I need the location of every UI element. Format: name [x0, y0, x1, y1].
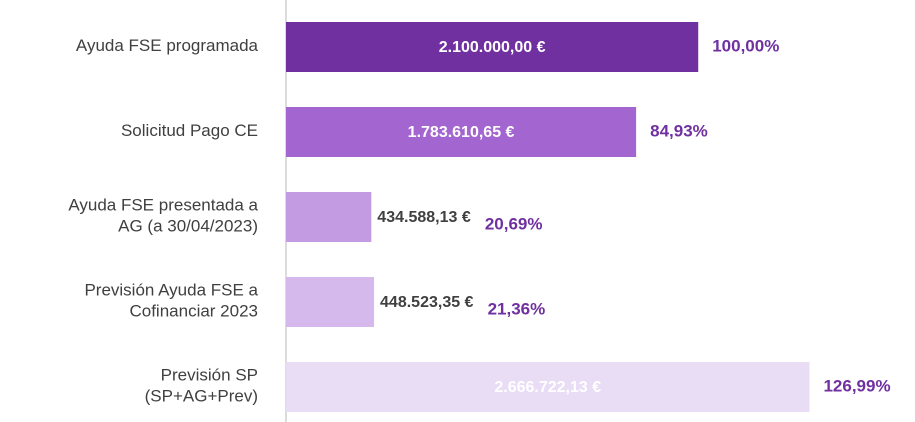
value-label: 2.666.722,13 € [494, 379, 601, 396]
percent-label: 84,93% [650, 121, 708, 140]
value-label: 434.588,13 € [377, 209, 471, 226]
bar [286, 107, 637, 157]
percent-label: 20,69% [485, 214, 543, 233]
value-label: 1.783.610,65 € [408, 124, 515, 141]
category-label: Ayuda FSE programada [76, 36, 259, 55]
category-label: Ayuda FSE presentada a AG (a 30/04/2023) [68, 196, 258, 236]
percent-label: 100,00% [712, 36, 779, 55]
value-label: 448.523,35 € [380, 294, 474, 311]
bar [286, 192, 372, 242]
percent-label: 126,99% [823, 376, 890, 395]
category-label: Solicitud Pago CE [121, 121, 258, 140]
bar [286, 362, 810, 412]
value-label: 2.100.000,00 € [439, 39, 546, 56]
percent-label: 21,36% [488, 299, 546, 318]
bar [286, 277, 375, 327]
category-label: Previsión SP (SP+AG+Prev) [145, 366, 258, 406]
bar [286, 22, 699, 72]
category-label: Previsión Ayuda FSE a Cofinanciar 2023 [84, 281, 258, 321]
